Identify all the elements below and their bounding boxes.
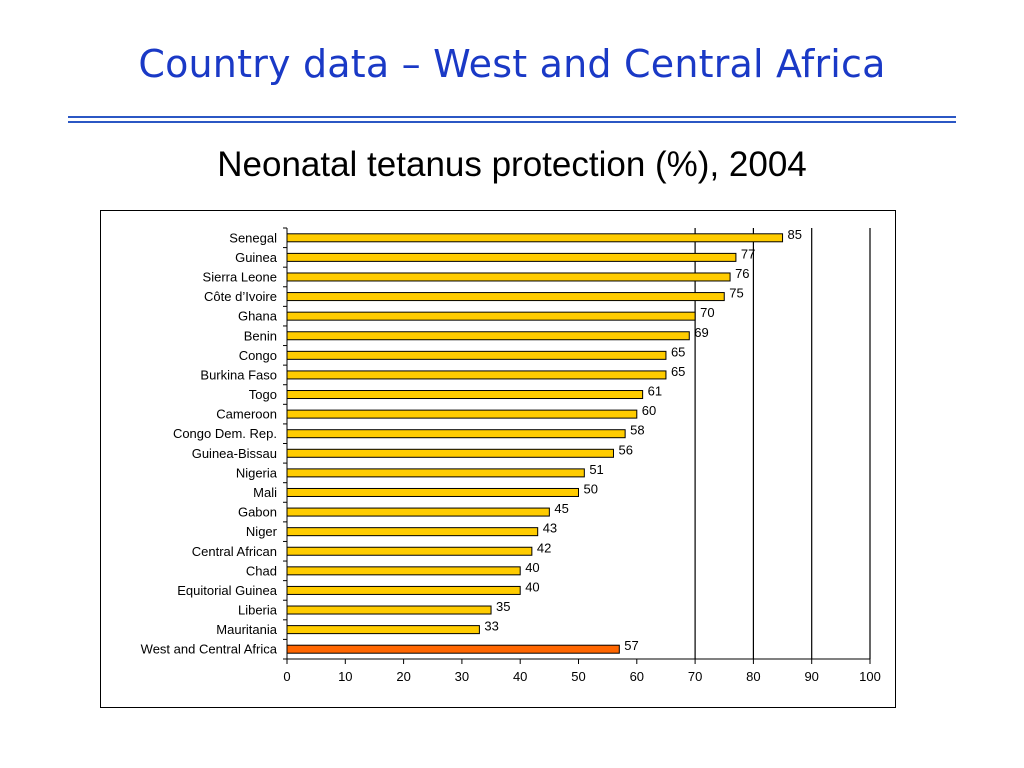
data-label: 43 xyxy=(543,521,557,536)
bar xyxy=(286,487,579,497)
data-label: 33 xyxy=(484,619,498,634)
category-label: Sierra Leone xyxy=(203,269,277,284)
category-label: Togo xyxy=(249,387,277,402)
x-tick-label: 20 xyxy=(396,669,410,684)
bar xyxy=(286,350,667,360)
x-tick-label: 0 xyxy=(283,669,290,684)
title-divider-top xyxy=(68,116,956,118)
category-label: Guinea xyxy=(235,250,278,265)
bar xyxy=(286,527,539,537)
category-label: Ghana xyxy=(238,309,278,324)
bar xyxy=(286,272,731,282)
data-label: 42 xyxy=(537,540,551,555)
bar xyxy=(286,233,784,243)
bar xyxy=(286,644,620,654)
bar xyxy=(286,292,725,302)
category-label: West and Central Africa xyxy=(141,642,278,657)
data-label: 65 xyxy=(671,364,685,379)
category-label: Guinea-Bissau xyxy=(192,446,277,461)
bar xyxy=(286,429,626,439)
data-label: 57 xyxy=(624,638,638,653)
category-label: Benin xyxy=(244,328,277,343)
data-label: 35 xyxy=(496,599,510,614)
bar xyxy=(286,546,533,556)
data-label: 61 xyxy=(648,384,662,399)
data-label: 85 xyxy=(788,227,802,242)
chart-frame: 0 10 20 30 40 50 60 70 80 90 100 Senegal 85 Guinea 77 S… xyxy=(100,210,896,708)
bar xyxy=(286,625,480,635)
category-label: Chad xyxy=(246,563,277,578)
category-label: Congo Dem. Rep. xyxy=(173,426,277,441)
bar xyxy=(286,585,521,595)
category-label: Nigeria xyxy=(236,465,278,480)
category-label: Mali xyxy=(253,485,277,500)
bar xyxy=(286,252,737,262)
category-label: Liberia xyxy=(238,603,278,618)
category-label: Senegal xyxy=(229,230,277,245)
x-tick-label: 60 xyxy=(630,669,644,684)
x-tick-label: 10 xyxy=(338,669,352,684)
category-label: Central African xyxy=(192,544,277,559)
data-label: 76 xyxy=(735,266,749,281)
x-tick-label: 50 xyxy=(571,669,585,684)
bar-chart: 0 10 20 30 40 50 60 70 80 90 100 Senegal 85 Guinea 77 S… xyxy=(141,227,881,684)
x-tick-label: 70 xyxy=(688,669,702,684)
category-label: Gabon xyxy=(238,505,277,520)
category-label: Cameroon xyxy=(216,407,277,422)
category-label: Mauritania xyxy=(216,622,277,637)
data-label: 50 xyxy=(584,481,598,496)
data-label: 77 xyxy=(741,246,755,261)
x-tick-label: 100 xyxy=(859,669,881,684)
data-label: 40 xyxy=(525,579,539,594)
bar xyxy=(286,311,696,321)
data-label: 58 xyxy=(630,423,644,438)
bar xyxy=(286,448,614,458)
x-tick-label: 30 xyxy=(455,669,469,684)
bar xyxy=(286,605,492,615)
data-label: 60 xyxy=(642,403,656,418)
x-tick-label: 90 xyxy=(804,669,818,684)
bar xyxy=(286,409,638,419)
x-tick-label: 80 xyxy=(746,669,760,684)
bar xyxy=(286,331,690,341)
category-label: Côte d’Ivoire xyxy=(204,289,277,304)
bar xyxy=(286,370,667,380)
category-label: Congo xyxy=(239,348,277,363)
bar xyxy=(286,468,585,478)
bar xyxy=(286,390,644,400)
data-label: 75 xyxy=(729,286,743,301)
data-label: 56 xyxy=(618,442,632,457)
title-divider-bottom xyxy=(68,121,956,123)
data-label: 40 xyxy=(525,560,539,575)
bar xyxy=(286,507,550,517)
category-label: Niger xyxy=(246,524,278,539)
category-label: Equitorial Guinea xyxy=(177,583,277,598)
category-label: Burkina Faso xyxy=(200,367,277,382)
bar xyxy=(286,566,521,576)
data-label: 51 xyxy=(589,462,603,477)
chart-title: Neonatal tetanus protection (%), 2004 xyxy=(217,145,807,184)
slide-title: Country data – West and Central Africa xyxy=(138,42,886,86)
data-label: 69 xyxy=(694,325,708,340)
data-label: 65 xyxy=(671,344,685,359)
data-label: 70 xyxy=(700,305,714,320)
x-tick-label: 40 xyxy=(513,669,527,684)
data-label: 45 xyxy=(554,501,568,516)
